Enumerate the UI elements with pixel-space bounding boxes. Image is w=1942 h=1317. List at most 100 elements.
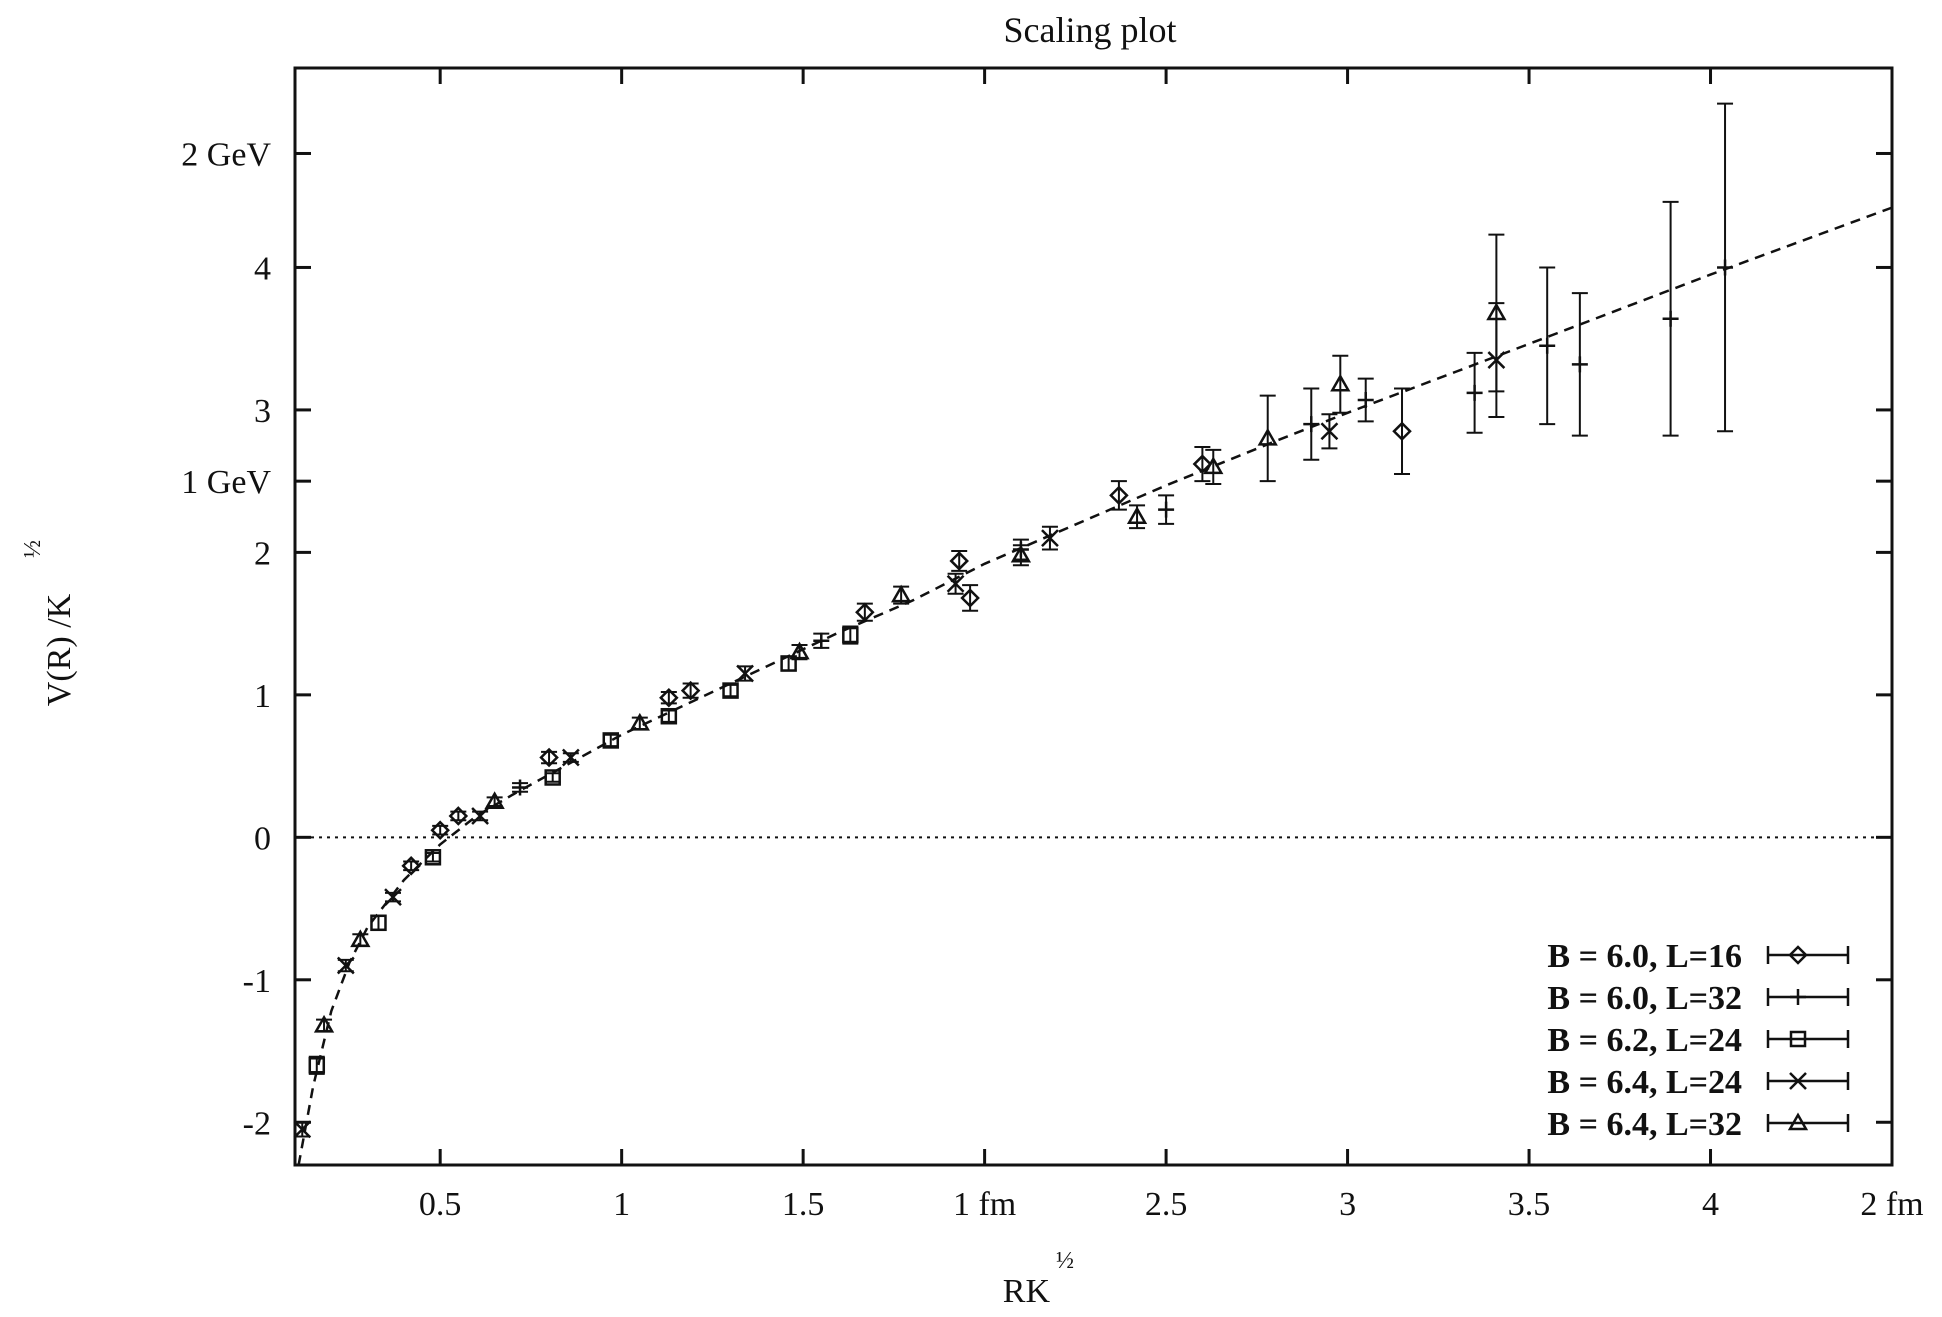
diamond-marker (960, 588, 980, 608)
y-axis-label-exponent: ½ (20, 540, 46, 558)
y-tick-label: -2 (243, 1105, 271, 1142)
x-tick-label: 0.5 (419, 1186, 462, 1223)
plot-frame (293, 66, 1894, 1167)
data-point-plus (1662, 200, 1679, 437)
triangle-marker (890, 584, 912, 603)
y-tick-label: 3 (254, 393, 271, 430)
plus-marker (1571, 356, 1588, 373)
data-point-triangle (313, 1014, 335, 1033)
triangle-marker (1203, 456, 1224, 475)
triangle-marker (1330, 373, 1351, 392)
data-point-cross (384, 888, 402, 907)
legend-label: B = 6.0, L=16 (1547, 938, 1742, 975)
y-tick-label: -1 (243, 963, 271, 1000)
data-point-diamond (1109, 480, 1129, 511)
data-point-square (602, 732, 620, 749)
diamond-marker (855, 602, 875, 622)
diamond-marker (1192, 454, 1213, 474)
data-point-cross (471, 807, 489, 825)
diamond-marker (401, 856, 421, 876)
data-point-diamond (1392, 387, 1412, 476)
x-tick-label: 1.5 (782, 1186, 825, 1223)
data-point-cross (336, 956, 355, 975)
square-marker (544, 769, 561, 786)
diamond-marker (1109, 485, 1129, 506)
plus-marker (1466, 384, 1483, 401)
y-tick-label: 2 GeV (181, 136, 271, 173)
cross-marker (471, 807, 489, 825)
cross-marker (336, 956, 355, 975)
square-marker (424, 849, 442, 866)
cross-marker (384, 888, 402, 907)
data-point-triangle (629, 712, 650, 731)
data-point-triangle (789, 641, 810, 661)
x-tick-labels: 0.5 1 1.5 1 fm 2.5 3 3.5 4 2 fm (419, 1186, 1924, 1223)
legend-entry: B = 6.4, L=24 (1547, 1064, 1850, 1101)
x-tick-label: 3.5 (1508, 1186, 1551, 1223)
data-point-plus (512, 779, 529, 796)
data-point-diamond (448, 806, 469, 826)
cross-marker (736, 664, 754, 683)
data-point-square (780, 655, 797, 672)
data-point-triangle (1126, 504, 1148, 530)
square-marker (780, 655, 797, 672)
x-tick-label: 1 fm (953, 1186, 1016, 1223)
legend-entry: B = 6.0, L=32 (1547, 980, 1850, 1017)
plus-marker (1662, 310, 1679, 327)
square-marker (660, 707, 678, 725)
data-point-triangle (350, 929, 371, 948)
data-point-diamond (659, 687, 679, 708)
x-axis-label: RK ½ (1003, 1248, 1074, 1310)
triangle-marker (313, 1014, 335, 1033)
data-point-triangle (1486, 233, 1507, 393)
data-point-cross (1320, 413, 1339, 450)
triangle-marker (484, 791, 505, 809)
x-axis-label-exponent: ½ (1056, 1248, 1074, 1274)
x-tick-label: 2.5 (1145, 1186, 1188, 1223)
diamond-marker (680, 680, 701, 701)
data-point-plus (1571, 292, 1588, 437)
triangle-marker (1486, 302, 1507, 321)
square-marker (370, 914, 387, 932)
data-point-triangle (1257, 394, 1278, 483)
y-tick-labels: -2 -1 0 1 2 1 GeV 3 4 2 GeV (181, 136, 271, 1142)
data-point-plus (1158, 494, 1175, 525)
data-point-triangle (890, 584, 912, 605)
data-point-diamond (855, 602, 875, 622)
data-point-diamond (401, 856, 421, 876)
data-point-square (722, 682, 739, 699)
plus-marker (1357, 391, 1374, 408)
legend-label: B = 6.4, L=24 (1547, 1064, 1742, 1101)
data-point-square (308, 1055, 326, 1075)
legend-triangle-marker (1787, 1112, 1809, 1131)
data-point-diamond (680, 680, 701, 701)
square-marker (842, 626, 859, 644)
legend-square-marker (1789, 1030, 1807, 1048)
data-point-cross (1041, 525, 1059, 551)
data-point-diamond (1192, 445, 1213, 483)
data-point-square (424, 849, 442, 866)
x-tick-label: 4 (1702, 1186, 1719, 1223)
plus-marker (1158, 501, 1175, 518)
data-point-diamond (949, 549, 969, 572)
chart-title: Scaling plot (1004, 10, 1177, 50)
y-axis-label-text: V(R) /K (41, 593, 78, 706)
data-point-plus (1466, 351, 1483, 434)
data-point-cross (293, 1120, 312, 1139)
diamond-marker (539, 747, 559, 768)
triangle-marker (1257, 427, 1278, 446)
data-point-plus (1717, 102, 1734, 433)
data-point-diamond (539, 747, 559, 768)
legend: B = 6.0, L=16 B = 6.0, L=32 B = 6.2, L=24 B… (1547, 938, 1850, 1143)
x-tick-label: 2 fm (1860, 1186, 1923, 1223)
x-tick-label: 3 (1339, 1186, 1356, 1223)
plus-marker (1303, 416, 1320, 433)
legend-entry: B = 6.4, L=32 (1547, 1106, 1850, 1143)
triangle-marker (350, 929, 371, 948)
square-marker (722, 682, 739, 699)
data-point-triangle (1330, 354, 1351, 414)
cross-marker (1041, 529, 1059, 548)
triangle-marker (629, 712, 650, 731)
data-point-plus (1357, 377, 1374, 423)
